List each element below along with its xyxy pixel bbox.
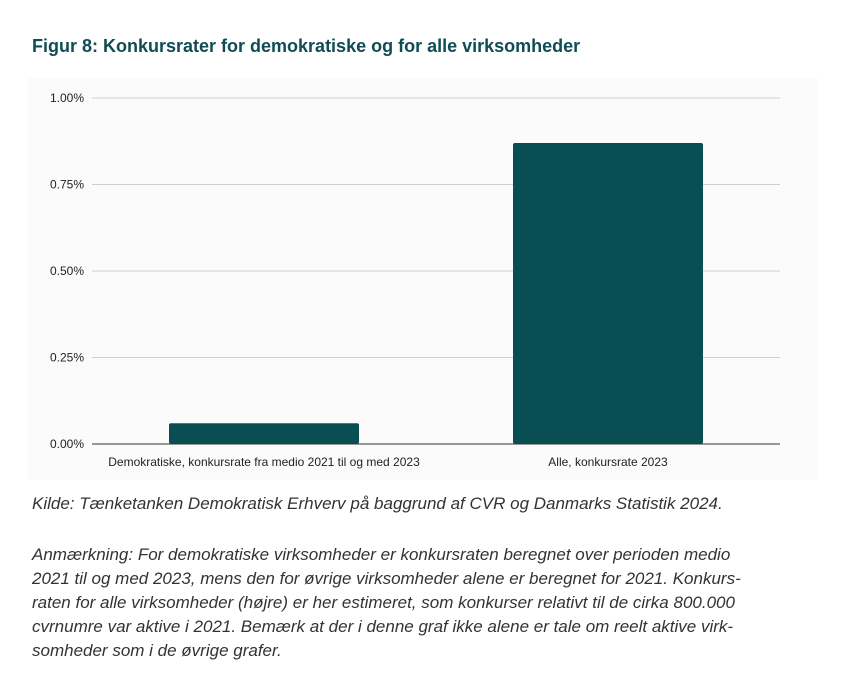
- chart-bars: [169, 142, 703, 444]
- source-caption: Kilde: Tænketanken Demokratisk Erhverv p…: [32, 494, 723, 513]
- y-tick-label: 1.00%: [50, 91, 84, 105]
- note-line: Anmærkning: For demokratiske virksomhede…: [32, 545, 731, 564]
- chart-svg: 0.00% 0.25% 0.50% 0.75% 1.00% Demokratiske, …: [50, 91, 780, 469]
- y-axis-ticks: 0.00% 0.25% 0.50% 0.75% 1.00%: [50, 91, 84, 451]
- y-tick-label: 0.75%: [50, 178, 84, 192]
- note-caption: Anmærkning: For demokratiske virksomhede…: [32, 543, 822, 663]
- note-line: cvrnumre var aktive i 2021. Bemærk at de…: [32, 617, 734, 636]
- bar: [513, 142, 703, 444]
- note-line: 2021 til og med 2023, mens den for øvrig…: [32, 569, 741, 588]
- bar-chart: 0.00% 0.25% 0.50% 0.75% 1.00% Demokratiske, …: [28, 78, 818, 480]
- y-tick-label: 0.25%: [50, 351, 84, 365]
- y-tick-label: 0.50%: [50, 264, 84, 278]
- note-line: somheder som i de øvrige grafer.: [32, 641, 282, 660]
- x-tick-label: Demokratiske, konkursrate fra medio 2021…: [108, 455, 420, 469]
- x-axis-ticks: Demokratiske, konkursrate fra medio 2021…: [108, 455, 668, 469]
- y-tick-label: 0.00%: [50, 437, 84, 451]
- x-tick-label: Alle, konkursrate 2023: [548, 455, 668, 469]
- note-line: raten for alle virksomheder (højre) er h…: [32, 593, 735, 612]
- figure-title: Figur 8: Konkursrater for demokratiske o…: [32, 36, 581, 56]
- bar: [169, 423, 359, 444]
